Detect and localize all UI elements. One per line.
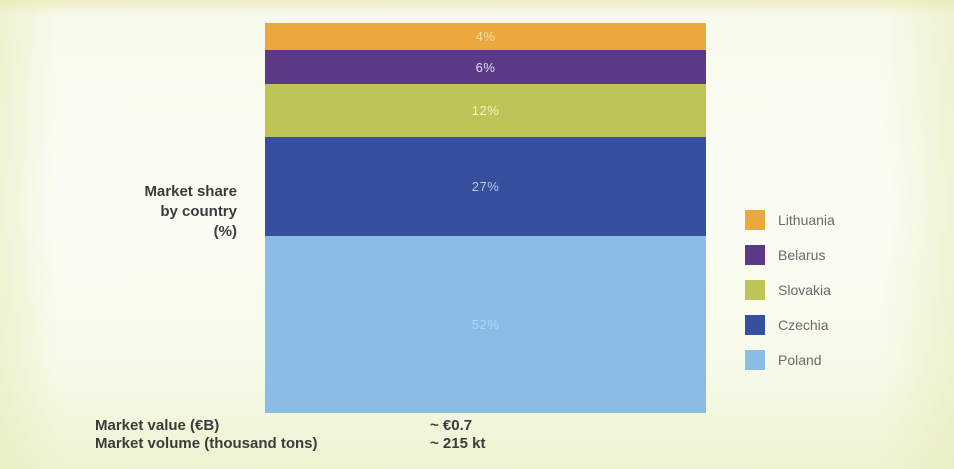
legend-item-lithuania: Lithuania (745, 210, 835, 230)
stacked-bar: 4% 6% 12% 27% 52% (265, 23, 706, 413)
legend-label: Lithuania (778, 212, 835, 228)
legend-label: Poland (778, 352, 822, 368)
legend: Lithuania Belarus Slovakia Czechia Poland (745, 210, 835, 370)
footer-row-label: Market volume (thousand tons) (95, 435, 318, 452)
legend-label: Czechia (778, 317, 829, 333)
segment-value-label: 6% (475, 59, 496, 75)
bar-segment-czechia: 27% (265, 136, 706, 236)
legend-item-czechia: Czechia (745, 315, 835, 335)
legend-item-slovakia: Slovakia (745, 280, 835, 300)
legend-item-belarus: Belarus (745, 245, 835, 265)
legend-swatch-icon (745, 210, 765, 230)
chart-title-line: (%) (213, 223, 237, 240)
legend-swatch-icon (745, 315, 765, 335)
bar-segment-lithuania: 4% (265, 23, 706, 51)
bar-segment-slovakia: 12% (265, 84, 706, 137)
footer-row-label: Market value (€B) (95, 417, 220, 434)
segment-value-label: 27% (471, 178, 500, 194)
legend-swatch-icon (745, 280, 765, 300)
footer-row: Market value (€B) ~ €0.7 (95, 417, 485, 435)
segment-value-label: 12% (471, 102, 500, 118)
chart-title: Market share by country (%) (40, 182, 237, 242)
chart-title-line: by country (160, 203, 237, 220)
legend-swatch-icon (745, 245, 765, 265)
bar-segment-belarus: 6% (265, 50, 706, 85)
footer-row-value: ~ 215 kt (430, 435, 486, 452)
segment-value-label: 4% (475, 29, 496, 45)
legend-label: Slovakia (778, 282, 831, 298)
segment-value-label: 52% (471, 316, 500, 332)
footer-row: Market volume (thousand tons) ~ 215 kt (95, 435, 485, 453)
chart-title-line: Market share (144, 183, 237, 200)
legend-item-poland: Poland (745, 350, 835, 370)
bar-segment-poland: 52% (265, 235, 706, 413)
legend-label: Belarus (778, 247, 826, 263)
footer-row-value: ~ €0.7 (430, 417, 473, 434)
footer-key-figures: Market value (€B) ~ €0.7 Market volume (th… (95, 417, 485, 453)
legend-swatch-icon (745, 350, 765, 370)
